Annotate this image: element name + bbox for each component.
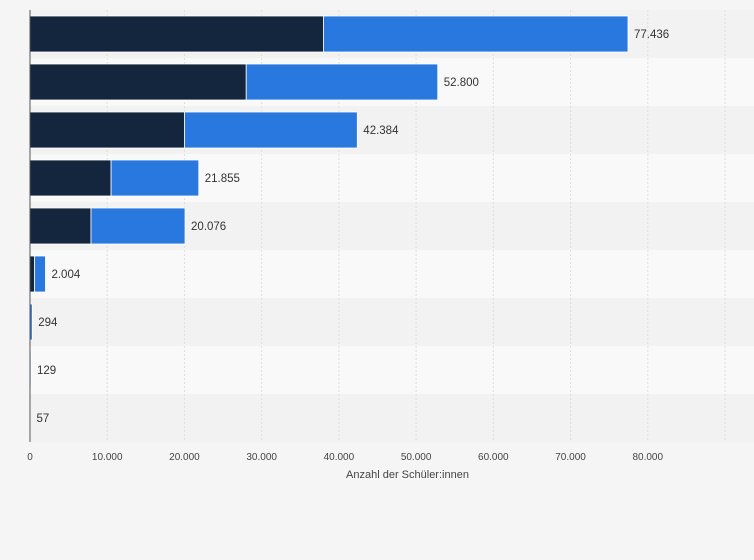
bar-segment-series-1 xyxy=(29,15,324,53)
bar-total-label: 52.800 xyxy=(444,77,479,89)
x-tick-label: 70.000 xyxy=(555,452,586,463)
row-band xyxy=(30,250,754,298)
bar-total-label: 2.004 xyxy=(51,269,80,281)
x-tick-label: 60.000 xyxy=(478,452,509,463)
x-axis-title: Anzahl der Schüler:innen xyxy=(346,469,469,481)
bars xyxy=(29,15,629,437)
x-axis-ticks: 0 10.000 20.000 30.000 40.000 50.000 60.000 70.… xyxy=(27,452,663,463)
x-tick-label: 0 xyxy=(27,452,33,463)
x-tick-label: 10.000 xyxy=(92,452,123,463)
bar-segment-series-2 xyxy=(110,159,200,197)
x-tick-label: 20.000 xyxy=(169,452,200,463)
bar-segment-series-1 xyxy=(29,63,247,101)
bar-segment-series-1 xyxy=(29,159,112,197)
row-band xyxy=(30,298,754,346)
bar-segment-series-2 xyxy=(184,111,358,149)
bar-segment-series-1 xyxy=(29,111,185,149)
bar-segment-series-2 xyxy=(90,207,186,245)
row-band xyxy=(30,346,754,394)
bar-segment-series-1 xyxy=(29,255,36,293)
bar-total-label: 42.384 xyxy=(363,125,399,137)
x-tick-label: 40.000 xyxy=(324,452,355,463)
bar-total-label: 21.855 xyxy=(205,173,240,185)
bar-segment-series-1 xyxy=(29,207,92,245)
bar-total-label: 294 xyxy=(38,317,58,329)
row-band xyxy=(30,394,754,442)
x-tick-label: 80.000 xyxy=(632,452,663,463)
bar-total-label: 57 xyxy=(36,413,49,425)
bar-segment-series-2 xyxy=(245,63,439,101)
bar-segment-series-2 xyxy=(34,255,46,293)
value-labels: 77.436 52.800 42.384 21.855 20.076 2.004 294 12… xyxy=(36,29,669,425)
bar-total-label: 20.076 xyxy=(191,221,226,233)
x-tick-label: 50.000 xyxy=(401,452,432,463)
x-tick-label: 30.000 xyxy=(246,452,277,463)
bar-total-label: 77.436 xyxy=(634,29,669,41)
bar-total-label: 129 xyxy=(37,365,56,377)
bar-segment-series-2 xyxy=(323,15,629,53)
